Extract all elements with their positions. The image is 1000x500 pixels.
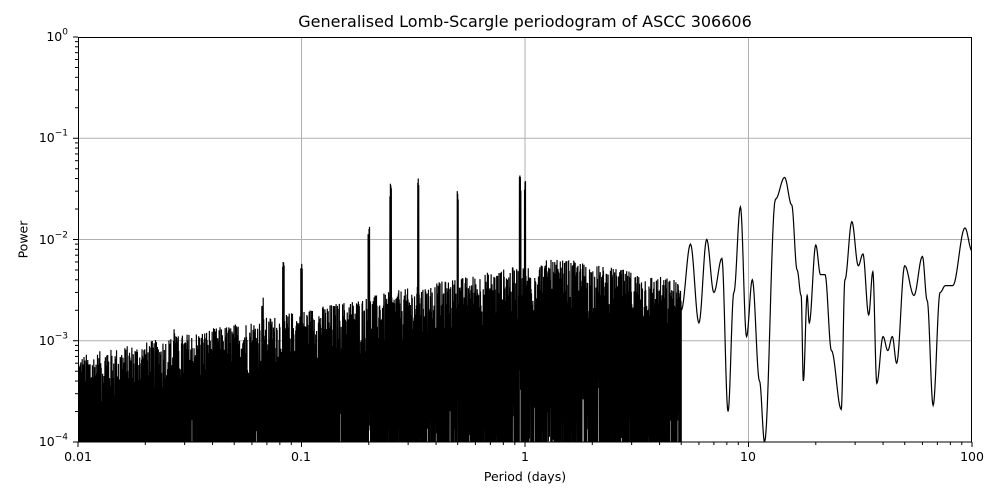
chart-title: Generalised Lomb-Scargle periodogram of …	[298, 12, 752, 31]
y-tick-label: 10−3	[38, 331, 68, 348]
x-axis-label: Period (days)	[483, 469, 567, 484]
y-tick-label: 10−4	[38, 432, 68, 449]
x-tick-label: 0.01	[64, 449, 92, 464]
axes-frame	[78, 37, 972, 443]
x-tick-label: 100	[960, 449, 984, 464]
x-tick-label: 10	[740, 449, 756, 464]
periodogram-line	[78, 175, 972, 442]
y-tick-label: 10−2	[38, 230, 68, 247]
x-tick-label: 1	[521, 449, 529, 464]
y-tick-label: 10−1	[38, 128, 68, 145]
x-tick-label: 0.1	[291, 449, 311, 464]
y-tick-label: 100	[46, 27, 68, 44]
